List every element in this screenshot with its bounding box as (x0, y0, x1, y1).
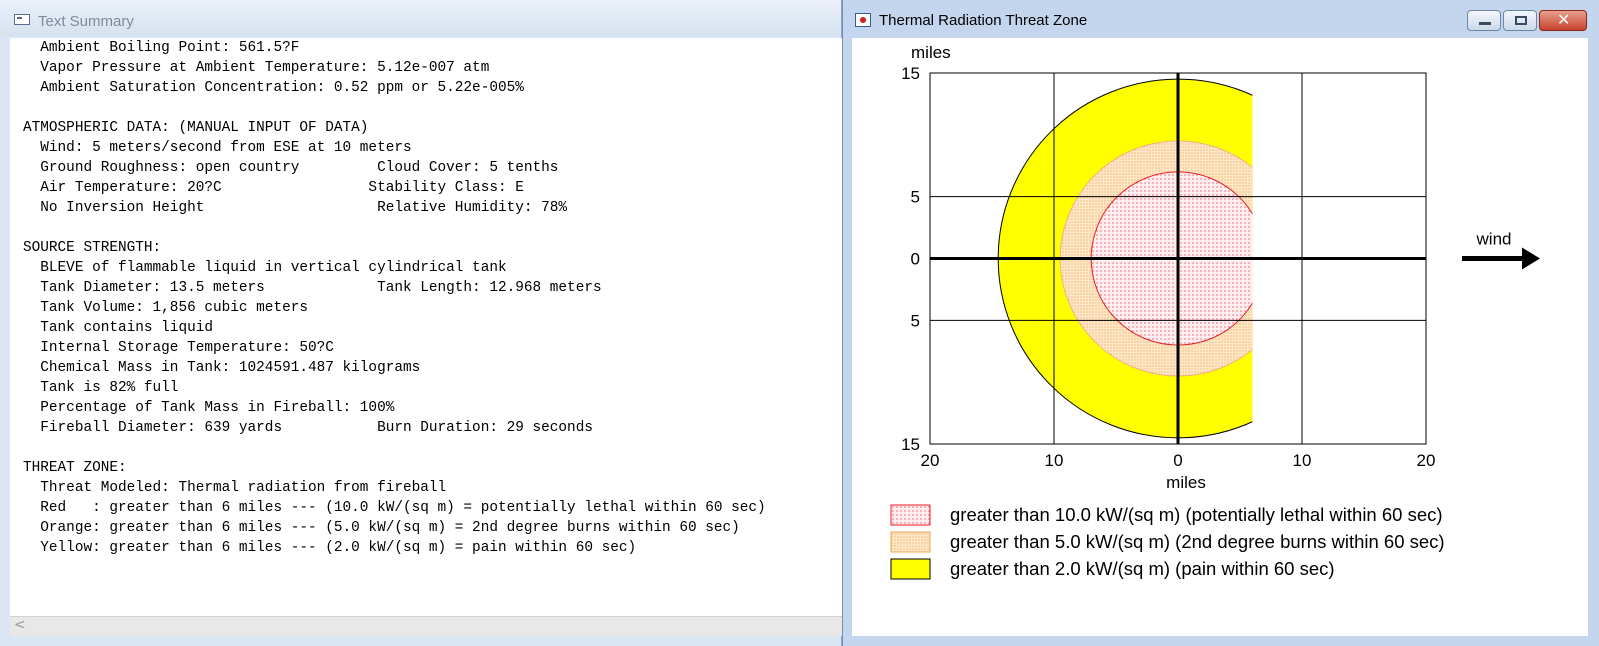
window-title: Text Summary (38, 13, 134, 30)
x-tick-label: 20 (921, 451, 940, 470)
y-tick-label: 5 (911, 188, 920, 207)
plot-frame (929, 72, 1427, 445)
legend-swatch-yellow (890, 558, 931, 580)
summary-text: Ambient Boiling Point: 561.5?F Vapor Pre… (23, 40, 766, 556)
y-tick-label: 0 (911, 250, 920, 269)
x-tick-label: 10 (1045, 451, 1064, 470)
legend-label-yellow: greater than 2.0 kW/(sq m) (pain within … (950, 558, 1335, 579)
legend-swatch-red (890, 504, 931, 526)
legend-label-orange: greater than 5.0 kW/(sq m) (2nd degree b… (950, 531, 1445, 552)
threat-zone-window: Thermal Radiation Threat Zone ✕ (842, 0, 1599, 646)
y-tick-label: 5 (911, 311, 920, 330)
x-axis-label: miles (1166, 473, 1206, 492)
y-tick-label: 15 (901, 64, 920, 83)
close-button[interactable]: ✕ (1539, 10, 1587, 31)
legend-swatch-orange (890, 531, 931, 553)
maximize-button[interactable] (1503, 10, 1537, 31)
horizontal-scrollbar[interactable]: < (10, 616, 842, 636)
legend-label-red: greater than 10.0 kW/(sq m) (potentially… (950, 504, 1443, 525)
minimize-button[interactable] (1467, 10, 1501, 31)
app-icon (855, 13, 871, 27)
text-summary-window: Text Summary Ambient Boiling Point: 561.… (0, 0, 842, 646)
wind-label: wind (1476, 230, 1512, 249)
x-tick-label: 10 (1293, 451, 1312, 470)
close-icon: ✕ (1557, 10, 1571, 29)
y-axis-label: miles (911, 43, 951, 62)
x-tick-label: 0 (1173, 451, 1182, 470)
x-tick-label: 20 (1417, 451, 1436, 470)
y-tick-label: 15 (901, 435, 920, 454)
scroll-left-icon[interactable]: < (14, 617, 26, 633)
wind-arrow-icon (1522, 247, 1540, 270)
window-title: Thermal Radiation Threat Zone (879, 12, 1088, 29)
minimize-icon (1479, 22, 1491, 25)
threat-zone-plot-area: 20 10 0 10 20 15 5 0 5 15 miles miles wind greater th… (852, 38, 1588, 636)
window-icon (14, 14, 30, 25)
maximize-icon (1515, 16, 1527, 25)
text-summary-titlebar[interactable]: Text Summary (0, 0, 841, 36)
threat-zone-titlebar[interactable]: Thermal Radiation Threat Zone ✕ (843, 0, 1599, 36)
text-summary-content[interactable]: Ambient Boiling Point: 561.5?F Vapor Pre… (10, 38, 842, 616)
